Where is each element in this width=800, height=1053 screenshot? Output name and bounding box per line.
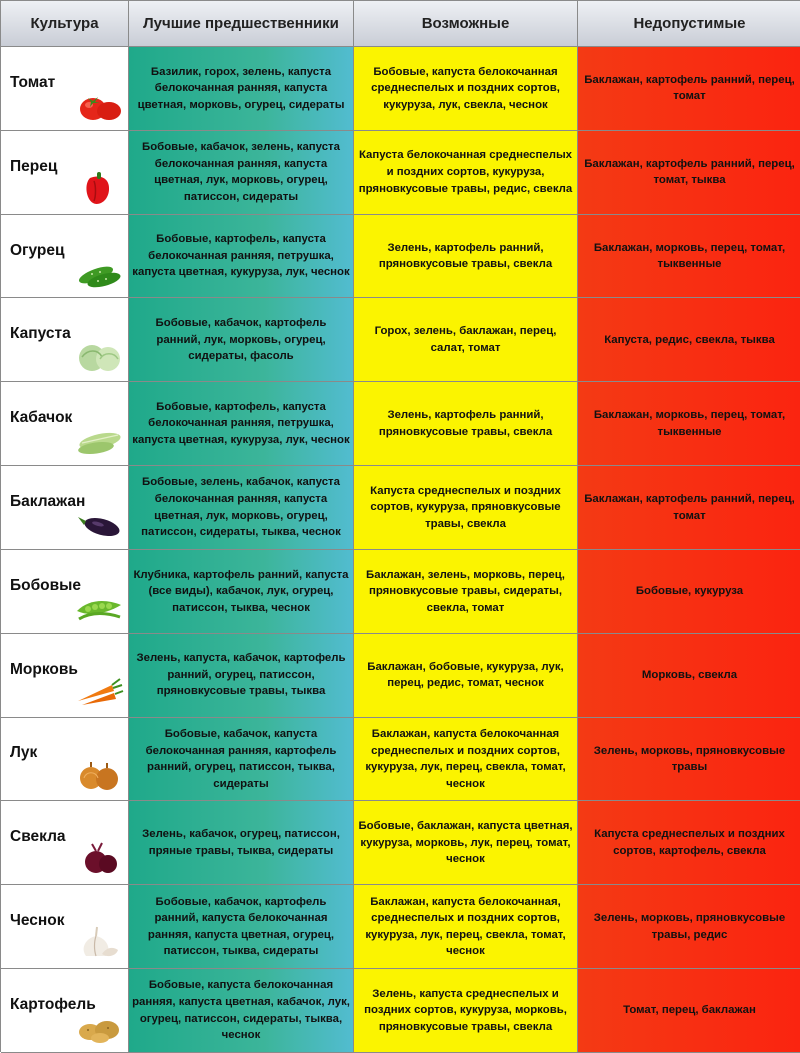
cucumber-icon: [74, 253, 124, 289]
best-predecessors-cell: Зелень, кабачок, огурец, патиссон, пряны…: [129, 801, 354, 886]
best-predecessors-cell: Бобовые, картофель, капуста белокочанная…: [129, 382, 354, 467]
forbidden-cell: Баклажан, картофель ранний, перец, томат: [578, 47, 800, 131]
crop-cell: Томат: [1, 47, 129, 131]
header-possible: Возможные: [354, 1, 578, 47]
crop-name: Лук: [10, 744, 38, 762]
best-predecessors-cell: Бобовые, кабачок, картофель ранний, капу…: [129, 885, 354, 970]
zucchini-icon: [74, 421, 124, 457]
forbidden-cell: Бобовые, кукуруза: [578, 549, 800, 634]
forbidden-cell: Баклажан, картофель ранний, перец, томат…: [578, 130, 800, 215]
best-predecessors-cell: Бобовые, картофель, капуста белокочанная…: [129, 214, 354, 299]
best-predecessors-cell: Бобовые, кабачок, капуста белокочанная р…: [129, 717, 354, 802]
possible-cell: Баклажан, капуста белокочанная, среднесп…: [354, 885, 578, 970]
tomato-icon: [74, 86, 124, 122]
forbidden-cell: Баклажан, морковь, перец, томат, тыквенн…: [578, 382, 800, 467]
carrot-icon: [74, 673, 124, 709]
crop-cell: Картофель: [1, 969, 129, 1053]
crop-name: Капуста: [10, 325, 71, 343]
potato-icon: [74, 1008, 124, 1044]
forbidden-cell: Томат, перец, баклажан: [578, 969, 800, 1053]
possible-cell: Баклажан, бобовые, кукуруза, лук, перец,…: [354, 633, 578, 718]
forbidden-cell: Баклажан, картофель ранний, перец, томат: [578, 466, 800, 550]
beet-icon: [74, 840, 124, 876]
crop-name: Кабачок: [10, 409, 73, 427]
crop-cell: Кабачок: [1, 382, 129, 467]
possible-cell: Капуста белокочанная среднеспелых и позд…: [354, 130, 578, 215]
crop-cell: Свекла: [1, 801, 129, 886]
forbidden-cell: Зелень, морковь, пряновкусовые травы, ре…: [578, 885, 800, 970]
possible-cell: Бобовые, капуста белокочанная среднеспел…: [354, 47, 578, 131]
crop-cell: Лук: [1, 717, 129, 802]
pepper-icon: [74, 170, 124, 206]
forbidden-cell: Зелень, морковь, пряновкусовые травы: [578, 717, 800, 802]
forbidden-cell: Капуста, редис, свекла, тыква: [578, 298, 800, 383]
possible-cell: Зелень, картофель ранний, пряновкусовые …: [354, 382, 578, 467]
crop-cell: Перец: [1, 130, 129, 215]
eggplant-icon: [74, 505, 124, 541]
forbidden-cell: Капуста среднеспелых и поздних сортов, к…: [578, 801, 800, 886]
best-predecessors-cell: Базилик, горох, зелень, капуста белокоча…: [129, 47, 354, 131]
crop-cell: Баклажан: [1, 466, 129, 550]
best-predecessors-cell: Зелень, капуста, кабачок, картофель ранн…: [129, 633, 354, 718]
crop-cell: Бобовые: [1, 549, 129, 634]
garlic-icon: [74, 924, 124, 960]
header-best-predecessors: Лучшие предшественники: [129, 1, 354, 47]
crop-cell: Чеснок: [1, 885, 129, 970]
crop-name: Свекла: [10, 828, 66, 846]
forbidden-cell: Баклажан, морковь, перец, томат, тыквенн…: [578, 214, 800, 299]
cabbage-icon: [74, 337, 124, 373]
crop-name: Перец: [10, 157, 58, 175]
crop-name: Баклажан: [10, 492, 86, 510]
possible-cell: Зелень, капуста среднеспелых и поздних с…: [354, 969, 578, 1053]
crop-name: Морковь: [10, 660, 78, 678]
possible-cell: Баклажан, капуста белокочанная среднеспе…: [354, 717, 578, 802]
header-crop: Культура: [1, 1, 129, 47]
peas-icon: [74, 589, 124, 625]
crop-name: Чеснок: [10, 912, 65, 930]
possible-cell: Горох, зелень, баклажан, перец, салат, т…: [354, 298, 578, 383]
best-predecessors-cell: Бобовые, капуста белокочанная ранняя, ка…: [129, 969, 354, 1053]
crop-cell: Огурец: [1, 214, 129, 299]
possible-cell: Баклажан, зелень, морковь, перец, прянов…: [354, 549, 578, 634]
crop-name: Картофель: [10, 995, 96, 1013]
crop-cell: Капуста: [1, 298, 129, 383]
possible-cell: Капуста среднеспелых и поздних сортов, к…: [354, 466, 578, 550]
crop-name: Огурец: [10, 241, 65, 259]
crop-cell: Морковь: [1, 633, 129, 718]
forbidden-cell: Морковь, свекла: [578, 633, 800, 718]
best-predecessors-cell: Клубника, картофель ранний, капуста (все…: [129, 549, 354, 634]
best-predecessors-cell: Бобовые, кабачок, зелень, капуста белоко…: [129, 130, 354, 215]
onion-icon: [74, 756, 124, 792]
possible-cell: Зелень, картофель ранний, пряновкусовые …: [354, 214, 578, 299]
crop-name: Бобовые: [10, 576, 82, 594]
header-forbidden: Недопустимые: [578, 1, 800, 47]
best-predecessors-cell: Бобовые, зелень, кабачок, капуста белоко…: [129, 466, 354, 550]
possible-cell: Бобовые, баклажан, капуста цветная, куку…: [354, 801, 578, 886]
crop-name: Томат: [10, 73, 56, 91]
best-predecessors-cell: Бобовые, кабачок, картофель ранний, лук,…: [129, 298, 354, 383]
